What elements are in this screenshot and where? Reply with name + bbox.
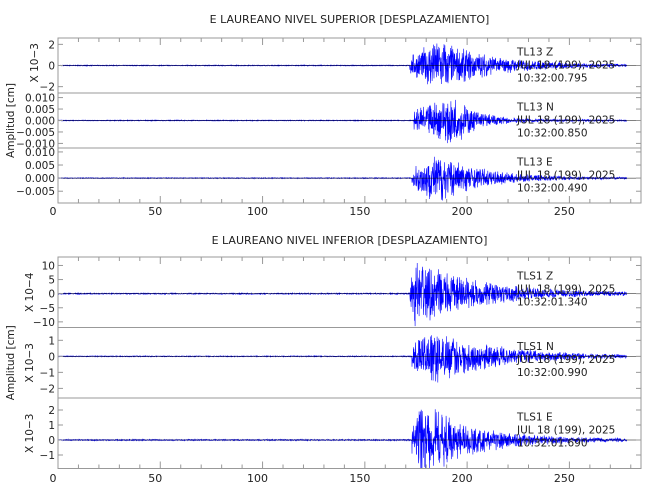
y-tick-label: 0.010 [25,93,55,105]
x-tick-label: 100 [247,472,268,485]
y-tick-label: 0.010 [25,147,55,159]
y-tick-label: −1 [40,450,55,462]
chart-title: E LAUREANO NIVEL SUPERIOR [DESPLAZAMIENT… [210,13,490,26]
y-tick-label: 2 [48,39,55,51]
y-tick-label: 0 [48,435,55,447]
y-tick-label: −2 [40,383,55,395]
station-label: TLS1 Z [516,271,553,283]
y-scale-label: X 10−3 [24,343,36,382]
date-label: JUL 18 (199), 2025 [516,115,615,127]
y-tick-label: 1 [48,335,55,347]
x-tick-label: 100 [247,205,268,218]
y-tick-label: 0.005 [25,104,55,116]
chart-2: E LAUREANO NIVEL INFERIOR [DESPLAZAMIENT… [5,234,642,485]
time-label: 10:32:00.850 [517,128,588,140]
station-label: TLS1 N [516,341,554,353]
date-label: JUL 18 (199), 2025 [516,60,615,72]
time-label: 10:32:00.490 [517,183,588,195]
y-tick-label: 0 [48,351,55,363]
date-label: JUL 18 (199), 2025 [516,284,615,296]
y-tick-label: −2 [40,82,55,94]
y-tick-label: −0.005 [16,186,55,198]
x-tick-label: 200 [452,205,473,218]
y-tick-label: 5 [48,275,55,287]
y-tick-label: −5 [40,303,55,315]
chart-title: E LAUREANO NIVEL INFERIOR [DESPLAZAMIENT… [212,234,488,247]
x-tick-label: 50 [148,472,162,485]
y-axis-label: Amplitud [cm] [5,325,17,400]
time-label: 10:32:00.990 [517,367,588,379]
date-label: JUL 18 (199), 2025 [516,425,615,437]
y-tick-label: 0.005 [25,160,55,172]
y-scale-label: X 10−4 [24,272,36,312]
time-label: 10:32:00.795 [517,73,588,85]
x-tick-label: 150 [349,205,370,218]
station-label: TLS1 E [516,412,553,424]
y-tick-label: 10 [42,260,55,272]
y-tick-label: −0.005 [16,127,55,139]
x-tick-label: 0 [50,205,57,218]
y-tick-label: 0 [48,289,55,301]
y-scale-label: X 10−3 [29,43,41,82]
y-tick-label: −1 [40,367,55,379]
x-tick-label: 250 [554,205,575,218]
panel-frame [57,147,642,204]
x-tick-label: 200 [452,472,473,485]
y-scale-label: X 10−3 [24,414,36,453]
y-axis-label: Amplitud [cm] [5,83,17,158]
station-label: TL13 N [516,102,554,114]
x-tick-label: 0 [50,472,57,485]
panel-frame [57,397,642,469]
date-label: JUL 18 (199), 2025 [516,170,615,182]
chart-1: E LAUREANO NIVEL SUPERIOR [DESPLAZAMIENT… [5,13,642,218]
station-label: TL13 E [516,157,553,169]
x-tick-label: 50 [148,205,162,218]
y-tick-label: −0.010 [16,138,55,150]
time-label: 10:32:01.340 [517,297,588,309]
y-tick-label: 0 [48,61,55,73]
waveform-line [57,409,627,469]
y-tick-label: −10 [33,317,55,329]
y-tick-label: 0.000 [25,116,55,128]
station-label: TL13 Z [516,47,553,59]
y-tick-label: 0.000 [25,173,55,185]
time-label: 10:32:01.690 [517,438,588,450]
y-tick-label: 2 [48,405,55,417]
y-tick-label: 1 [48,420,55,432]
x-tick-label: 150 [349,472,370,485]
x-tick-label: 250 [554,472,575,485]
date-label: JUL 18 (199), 2025 [516,354,615,366]
